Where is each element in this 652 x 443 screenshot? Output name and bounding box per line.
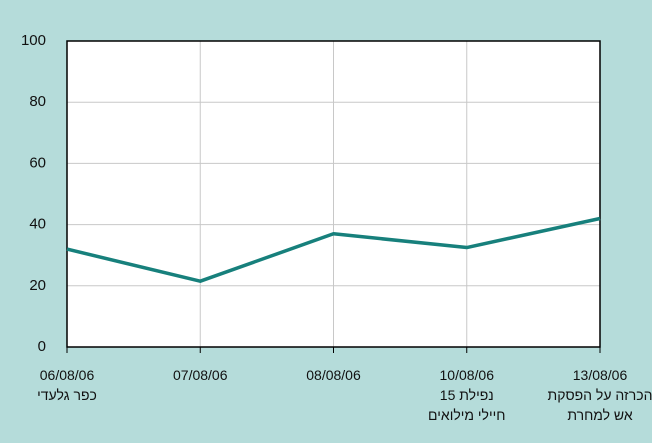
x-tick-label: 08/08/06 [306,367,361,383]
y-tick-label: 40 [29,216,46,233]
y-tick-label: 100 [21,32,46,49]
y-tick-label: 20 [29,277,46,294]
x-tick-label: 13/08/06 הכרזה על הפסקת אש למחרת [548,367,652,423]
x-tick-label: 10/08/06 נפילת 15 חיילי מילואים [428,367,505,423]
x-tick-label: 07/08/06 [173,367,228,383]
plot-border [66,40,601,348]
line [66,216,601,283]
y-tick-label: 60 [29,154,46,171]
y-tick-label: 0 [38,338,46,355]
x-tick-label: 06/08/06 כפר גלעדי [37,367,97,403]
y-tick-label: 80 [29,93,46,110]
